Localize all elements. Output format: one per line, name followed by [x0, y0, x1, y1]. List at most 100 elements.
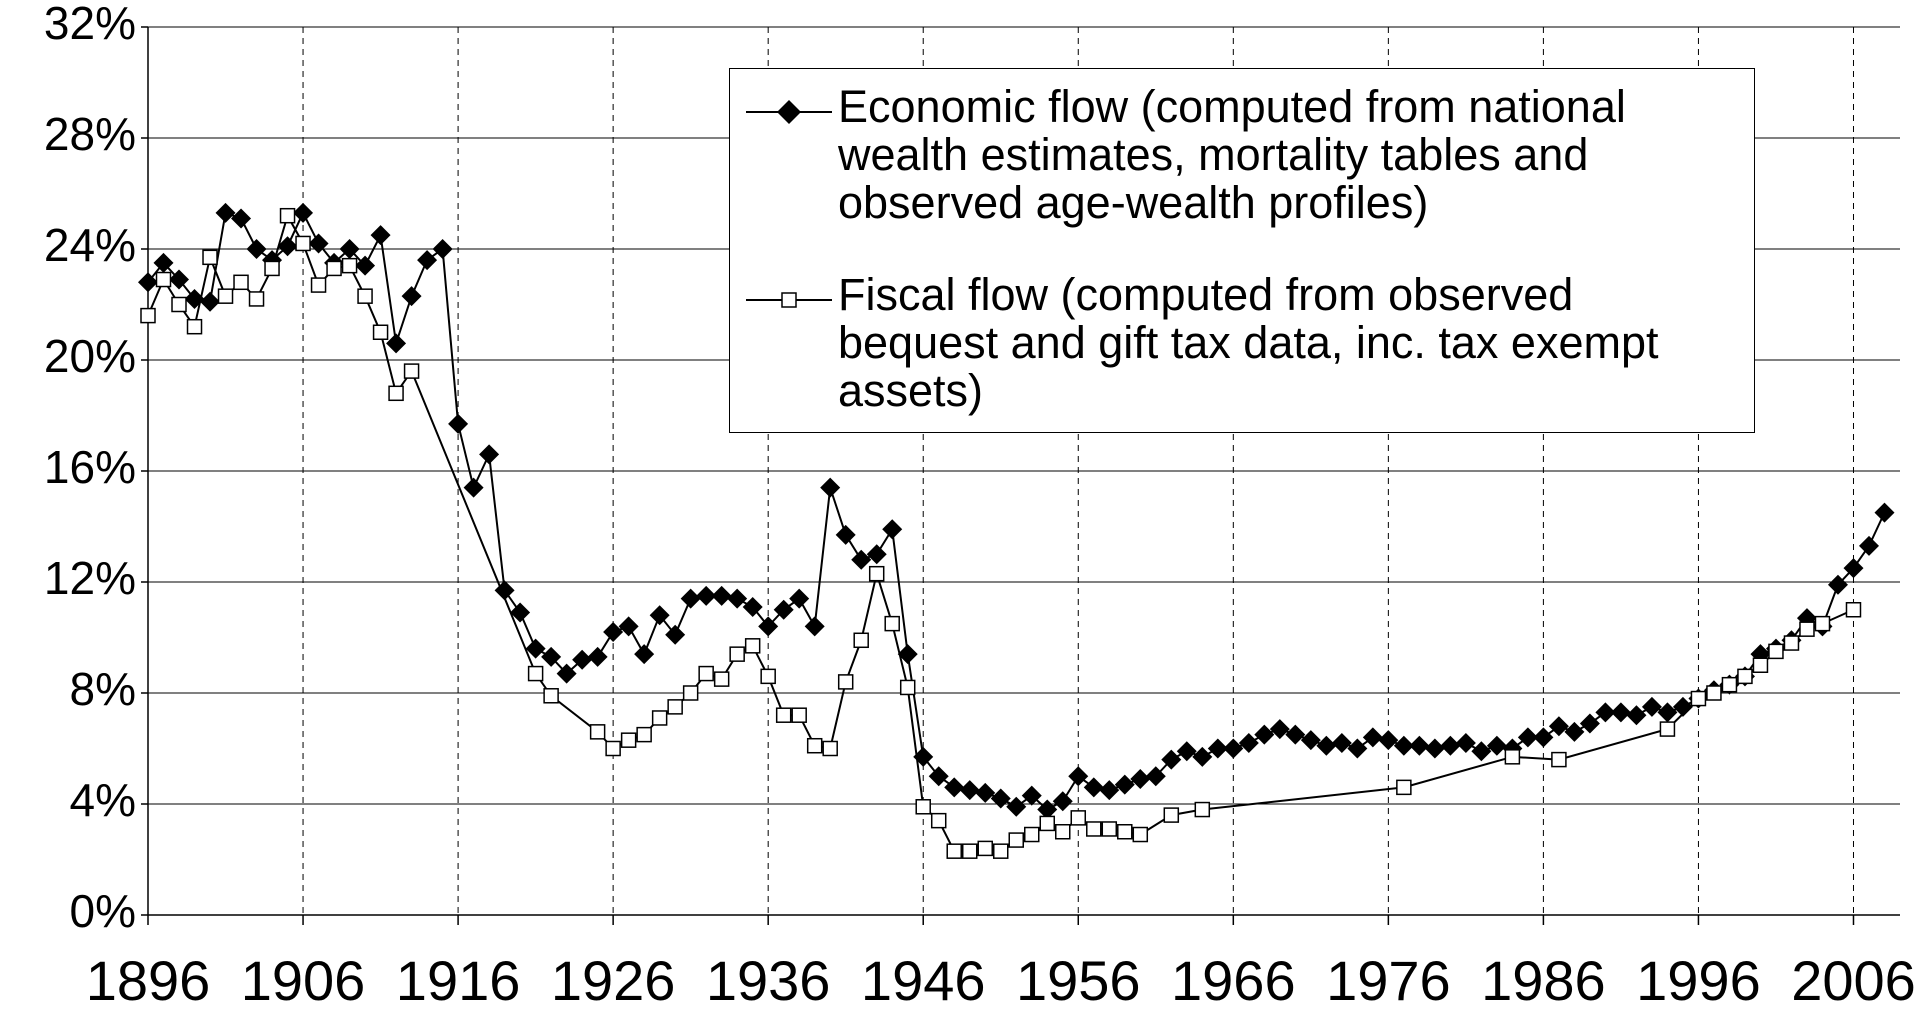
marker	[1396, 779, 1412, 796]
marker	[1517, 727, 1538, 748]
marker	[1300, 730, 1321, 751]
marker	[1737, 668, 1753, 685]
marker	[448, 413, 469, 434]
marker	[587, 646, 608, 667]
marker	[1845, 602, 1862, 618]
legend: Economic flow (computed from national we…	[729, 68, 1755, 433]
legend-label: Fiscal flow (computed from observed bequ…	[838, 269, 1659, 416]
marker	[1424, 738, 1445, 759]
marker	[140, 307, 156, 324]
marker	[696, 585, 717, 606]
marker	[186, 318, 203, 335]
marker	[1659, 721, 1676, 737]
marker	[1768, 643, 1784, 660]
marker	[1117, 824, 1133, 840]
marker	[944, 777, 965, 798]
marker	[1194, 801, 1211, 818]
marker	[388, 385, 404, 402]
legend-label: Economic flow (computed from national we…	[838, 81, 1626, 228]
marker	[231, 208, 252, 229]
marker	[1378, 730, 1399, 751]
marker	[357, 288, 373, 304]
marker	[1610, 702, 1631, 723]
x-tick-label: 2006	[1791, 949, 1916, 1010]
marker	[760, 668, 776, 685]
marker	[682, 685, 699, 701]
marker	[1145, 766, 1166, 787]
marker	[308, 233, 329, 254]
marker	[1101, 821, 1118, 837]
y-tick-label: 12%	[44, 552, 136, 604]
marker	[200, 291, 221, 312]
marker	[1690, 690, 1707, 707]
marker	[1163, 807, 1180, 823]
marker	[589, 724, 606, 740]
marker	[401, 286, 422, 307]
marker	[1783, 635, 1800, 651]
x-tick-label: 1966	[1171, 949, 1296, 1010]
marker	[822, 740, 838, 757]
marker	[1533, 727, 1554, 748]
marker	[217, 288, 234, 304]
marker	[791, 707, 807, 723]
marker	[386, 333, 407, 354]
marker	[1595, 702, 1616, 723]
marker	[1471, 741, 1492, 762]
x-tick-label: 1906	[241, 949, 366, 1010]
y-tick-label: 0%	[70, 885, 136, 937]
x-tick-label: 1896	[86, 949, 211, 1010]
marker	[1068, 766, 1089, 787]
marker	[882, 519, 903, 540]
marker	[370, 225, 391, 246]
marker	[310, 277, 327, 293]
marker	[853, 632, 869, 649]
marker	[1814, 615, 1831, 632]
marker	[603, 621, 624, 642]
marker	[202, 249, 218, 266]
marker	[1070, 810, 1087, 826]
marker	[744, 638, 761, 654]
marker	[1161, 749, 1182, 770]
marker	[293, 202, 314, 223]
marker	[775, 707, 792, 723]
marker	[1347, 738, 1368, 759]
marker	[403, 363, 420, 379]
marker	[884, 615, 900, 632]
marker	[649, 605, 670, 626]
marker	[1052, 791, 1073, 812]
marker	[1455, 732, 1476, 753]
marker	[1083, 777, 1104, 798]
marker	[1331, 732, 1352, 753]
marker	[713, 671, 730, 687]
marker	[667, 699, 683, 715]
y-tick-label: 16%	[44, 441, 136, 493]
marker	[665, 624, 686, 645]
marker	[789, 588, 810, 609]
marker	[1037, 799, 1058, 820]
x-tick-label: 1996	[1636, 949, 1761, 1010]
marker	[636, 726, 652, 743]
marker	[1657, 702, 1678, 723]
marker	[866, 544, 887, 565]
marker	[463, 477, 484, 498]
marker	[279, 207, 296, 224]
marker	[946, 843, 962, 859]
marker	[1626, 705, 1647, 726]
x-tick-label: 1986	[1481, 949, 1606, 1010]
marker	[1207, 738, 1228, 759]
marker	[1874, 502, 1895, 523]
marker	[339, 239, 360, 259]
marker	[1238, 732, 1259, 753]
y-tick-label: 28%	[44, 108, 136, 160]
marker	[977, 840, 993, 857]
marker	[372, 324, 389, 340]
marker	[215, 202, 236, 223]
marker	[928, 766, 949, 787]
x-tick-label: 1916	[396, 949, 521, 1010]
marker	[1086, 821, 1102, 837]
marker	[1008, 832, 1024, 848]
marker	[1254, 724, 1275, 745]
marker	[651, 710, 668, 726]
marker	[355, 255, 376, 276]
marker	[1024, 826, 1040, 843]
